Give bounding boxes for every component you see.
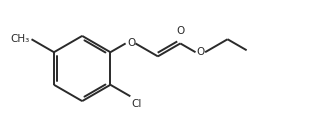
Text: O: O — [197, 47, 205, 57]
Text: Cl: Cl — [131, 99, 142, 109]
Text: O: O — [127, 38, 135, 48]
Text: CH₃: CH₃ — [11, 34, 30, 44]
Text: O: O — [176, 26, 184, 36]
